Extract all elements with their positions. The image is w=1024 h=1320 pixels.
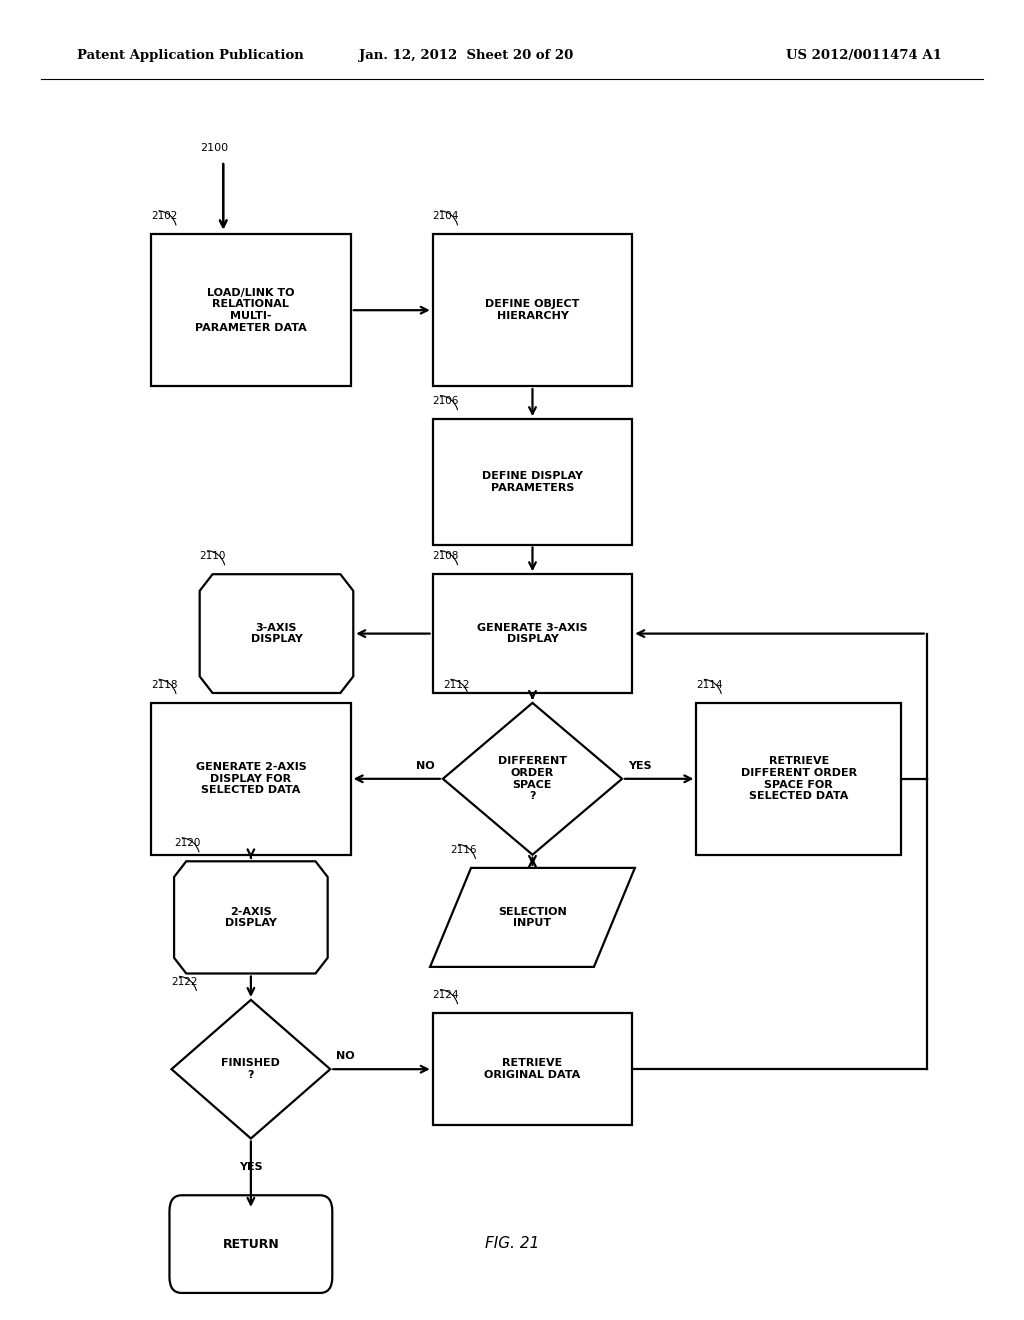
Text: NO: NO: [416, 760, 434, 771]
Bar: [432, 574, 632, 693]
Bar: [152, 704, 350, 855]
Text: 2122: 2122: [171, 977, 198, 987]
Bar: [432, 1014, 632, 1125]
Bar: [696, 704, 901, 855]
Bar: [432, 235, 632, 385]
Bar: [152, 235, 350, 385]
Text: SELECTION
INPUT: SELECTION INPUT: [498, 907, 567, 928]
Text: FIG. 21: FIG. 21: [484, 1236, 540, 1251]
Polygon shape: [430, 869, 635, 966]
Text: 2112: 2112: [442, 680, 469, 689]
Text: RETRIEVE
DIFFERENT ORDER
SPACE FOR
SELECTED DATA: RETRIEVE DIFFERENT ORDER SPACE FOR SELEC…: [740, 756, 857, 801]
Text: 2120: 2120: [174, 838, 201, 849]
Text: 2-AXIS
DISPLAY: 2-AXIS DISPLAY: [225, 907, 276, 928]
Text: GENERATE 3-AXIS
DISPLAY: GENERATE 3-AXIS DISPLAY: [477, 623, 588, 644]
Polygon shape: [442, 704, 623, 855]
Polygon shape: [171, 1001, 330, 1138]
Polygon shape: [200, 574, 353, 693]
Text: Patent Application Publication: Patent Application Publication: [77, 49, 303, 62]
FancyBboxPatch shape: [169, 1196, 332, 1294]
Text: 2116: 2116: [451, 845, 477, 855]
Polygon shape: [174, 862, 328, 974]
Text: RETURN: RETURN: [222, 1238, 280, 1250]
Text: RETRIEVE
ORIGINAL DATA: RETRIEVE ORIGINAL DATA: [484, 1059, 581, 1080]
Text: 2102: 2102: [152, 211, 177, 220]
Text: YES: YES: [239, 1162, 263, 1172]
Text: 2110: 2110: [200, 550, 226, 561]
Text: NO: NO: [336, 1051, 355, 1061]
Text: 2114: 2114: [696, 680, 723, 689]
Text: LOAD/LINK TO
RELATIONAL
MULTI-
PARAMETER DATA: LOAD/LINK TO RELATIONAL MULTI- PARAMETER…: [195, 288, 307, 333]
Text: 2100: 2100: [200, 143, 227, 153]
Text: 2124: 2124: [432, 990, 459, 1001]
Text: US 2012/0011474 A1: US 2012/0011474 A1: [786, 49, 942, 62]
Text: YES: YES: [629, 760, 652, 771]
Text: GENERATE 2-AXIS
DISPLAY FOR
SELECTED DATA: GENERATE 2-AXIS DISPLAY FOR SELECTED DAT…: [196, 762, 306, 796]
Bar: [432, 420, 632, 544]
Text: 2104: 2104: [432, 211, 459, 220]
Text: DEFINE OBJECT
HIERARCHY: DEFINE OBJECT HIERARCHY: [485, 300, 580, 321]
Text: Jan. 12, 2012  Sheet 20 of 20: Jan. 12, 2012 Sheet 20 of 20: [358, 49, 573, 62]
Text: 2106: 2106: [432, 396, 459, 407]
Text: DIFFERENT
ORDER
SPACE
?: DIFFERENT ORDER SPACE ?: [498, 756, 567, 801]
Text: DEFINE DISPLAY
PARAMETERS: DEFINE DISPLAY PARAMETERS: [482, 471, 583, 492]
Text: FINISHED
?: FINISHED ?: [221, 1059, 281, 1080]
Text: 3-AXIS
DISPLAY: 3-AXIS DISPLAY: [251, 623, 302, 644]
Text: 2118: 2118: [152, 680, 177, 689]
Text: 2108: 2108: [432, 550, 459, 561]
